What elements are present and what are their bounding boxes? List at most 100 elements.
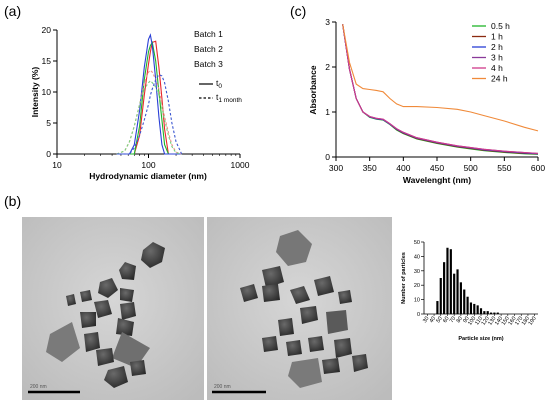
legend-entry: 24 h — [491, 74, 508, 84]
chart-a-xtick-label: 10 — [52, 160, 62, 170]
chart-hist-xtick-label: 120 — [481, 316, 491, 327]
panel-label-b: (b) — [4, 193, 21, 209]
chart-hist-ytick-label: 50 — [414, 240, 420, 246]
tem-left-scale-label: 200 nm — [30, 384, 47, 390]
tem-right-particles — [240, 230, 368, 388]
chart-hist-bar — [439, 278, 442, 314]
particle — [286, 340, 302, 356]
chart-a-line-batch-1-t0 — [116, 40, 182, 155]
tem-right-scale-label: 200 nm — [214, 384, 231, 390]
particle — [116, 318, 134, 336]
chart-c-ytick-label: 0 — [325, 152, 330, 162]
particle — [120, 288, 134, 302]
particle — [119, 262, 136, 280]
chart-c-ticks: 300 350 400 450 500 550 600 0 1 2 3 — [325, 17, 545, 173]
chart-hist-bar — [449, 249, 452, 314]
particle — [141, 242, 165, 268]
chart-hist-xtick-label: 190 — [528, 316, 538, 327]
particle — [322, 358, 340, 374]
particle — [278, 318, 294, 336]
chart-hist-xtick-label: 70 — [449, 316, 457, 324]
chart-hist-ytick-label: 20 — [414, 283, 420, 289]
chart-hist-xtick-label: 130 — [487, 316, 497, 327]
chart-c-legend: 0.5 h1 h2 h3 h4 h24 h — [472, 21, 510, 84]
chart-hist-bar — [463, 289, 466, 314]
chart-hist-xtick-label: 90 — [462, 316, 470, 324]
particle — [84, 332, 100, 352]
chart-a-ytick-label: 20 — [42, 25, 52, 35]
chart-hist-xtick-label: 50 — [435, 316, 443, 324]
chart-hist-bar — [443, 262, 446, 314]
chart-a-xtick-label: 100 — [141, 160, 155, 170]
particle — [262, 336, 278, 352]
chart-hist-xtick-label: 170 — [514, 316, 524, 327]
tem-left-particles — [46, 242, 165, 388]
chart-hist-bar — [446, 247, 449, 314]
tem-image-left: 200 nm — [22, 217, 204, 400]
chart-c-ytick-label: 1 — [325, 107, 330, 117]
chart-c-xtick-label: 300 — [329, 163, 343, 173]
chart-hist-xtick-label: 80 — [456, 316, 464, 324]
particle — [104, 366, 128, 388]
particle — [300, 306, 318, 324]
panel-label-a: (a) — [4, 3, 21, 19]
chart-hist-xtick-label: 30 — [422, 316, 430, 324]
chart-hist-bar — [479, 308, 483, 314]
chart-c-ytick-label: 3 — [325, 17, 330, 27]
chart-hist-xtick-label: 160 — [507, 316, 517, 327]
legend-t1-month: t1 month — [216, 92, 242, 104]
chart-a-xtick-label: 1000 — [231, 160, 250, 170]
chart-hist-bar — [483, 311, 486, 314]
chart-c-xtick-label: 350 — [363, 163, 377, 173]
chart-a-ytick-label: 0 — [46, 149, 51, 159]
chart-c-xtick-label: 600 — [531, 163, 545, 173]
chart-hist-xtick-label: 140 — [494, 316, 504, 327]
particle — [112, 332, 150, 368]
chart-c-xlabel: Wavelenght (nm) — [403, 175, 471, 185]
chart-hist-xtick-label: 100 — [467, 316, 477, 327]
panel-label-c: (c) — [290, 3, 306, 19]
chart-a-series — [116, 33, 183, 155]
particle — [46, 322, 80, 362]
chart-hist-xtick-label: 60 — [442, 316, 450, 324]
particle — [308, 336, 324, 352]
chart-c-ylabel: Absorbance — [308, 65, 318, 114]
chart-c-ytick-label: 2 — [325, 62, 330, 72]
particle — [314, 276, 334, 296]
chart-c-line-1-h — [342, 24, 539, 155]
chart-hist: 0102030405030405060708090100110120130140… — [401, 240, 538, 342]
particle — [262, 266, 284, 288]
particle — [120, 302, 136, 320]
chart-a-line-batch-3-t1-month — [116, 73, 183, 155]
particle — [240, 284, 258, 302]
particle — [338, 290, 352, 304]
chart-c-line-2-h — [342, 24, 539, 155]
chart-a-ytick-label: 15 — [42, 56, 52, 66]
chart-hist-xlabel: Particle size (nm) — [458, 336, 503, 342]
chart-a-line-batch-1-t1-month — [116, 69, 182, 155]
chart-hist-bar — [496, 312, 499, 314]
legend-batch-2: Batch 2 — [194, 44, 223, 54]
particle — [66, 294, 76, 306]
chart-a-xlabel: Hydrodynamic diameter (nm) — [89, 171, 207, 181]
chart-hist-bar — [456, 269, 459, 314]
particle — [96, 348, 114, 366]
legend-entry: 2 h — [491, 42, 503, 52]
chart-hist-ylabel: Number of particles — [401, 252, 407, 304]
legend-t0: t0 — [216, 78, 222, 90]
tem-image-right: 200 nm — [207, 217, 392, 400]
chart-hist-bar — [466, 296, 469, 314]
chart-a-line-batch-2-t1-month — [116, 80, 182, 155]
chart-hist-ticks: 0102030405030405060708090100110120130140… — [414, 240, 538, 327]
chart-hist-ytick-label: 10 — [414, 298, 420, 304]
particle — [352, 354, 368, 372]
chart-hist-xtick-label: 150 — [501, 316, 511, 327]
chart-hist-bar — [493, 312, 496, 314]
particle — [94, 300, 112, 318]
chart-hist-bar — [436, 301, 439, 314]
particle — [276, 230, 312, 266]
chart-c-series — [342, 24, 539, 155]
chart-c-line-4-h — [342, 24, 539, 154]
legend-entry: 0.5 h — [491, 21, 510, 31]
